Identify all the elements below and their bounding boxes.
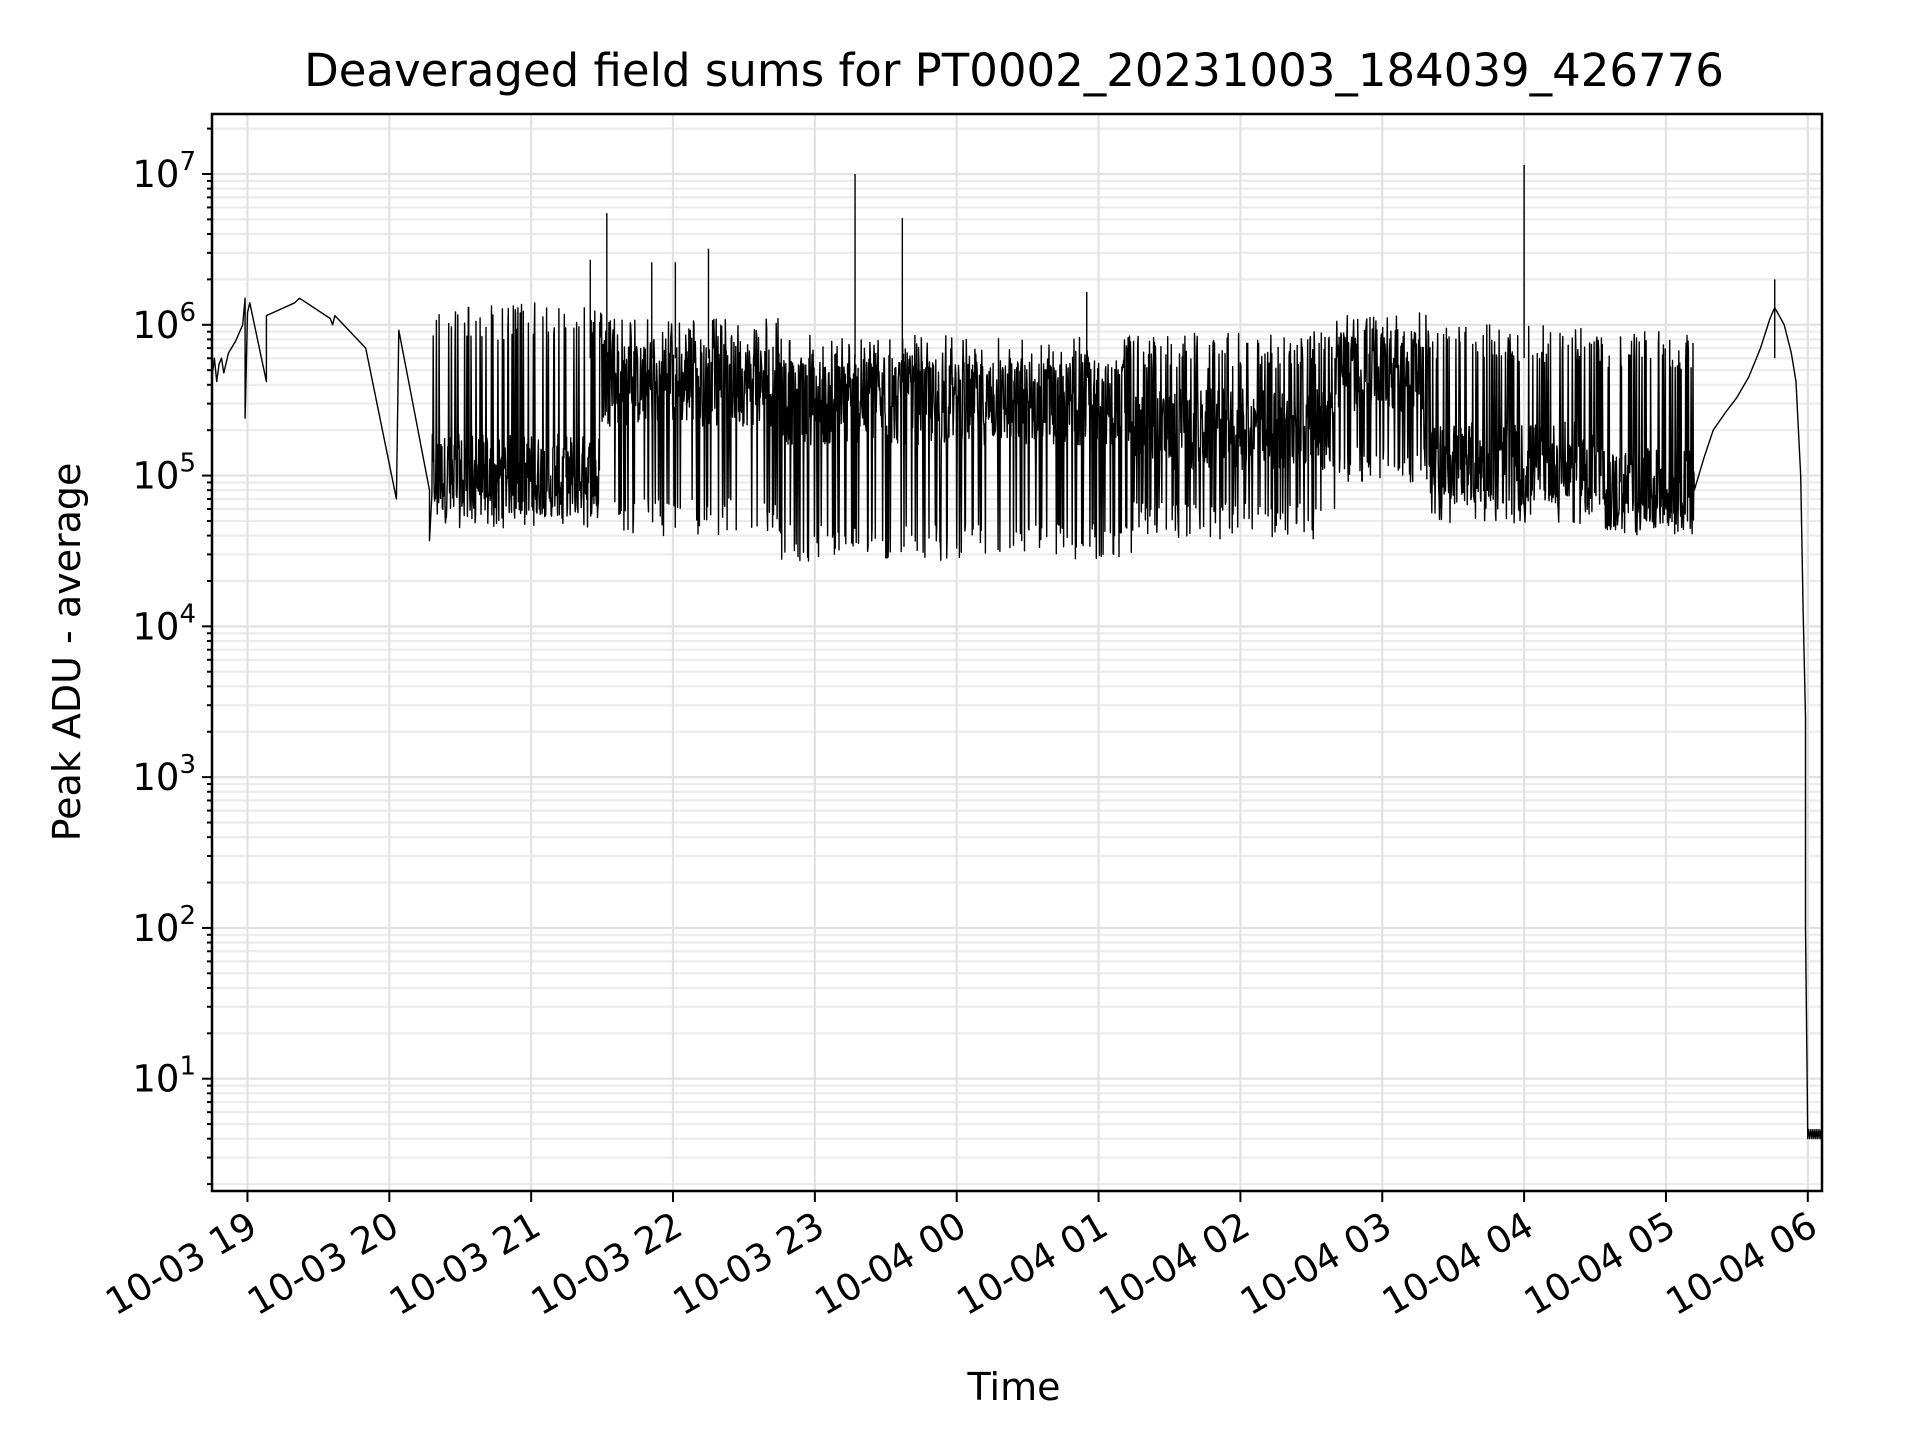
series-line [211, 297, 1823, 1140]
x-tick-label: 10-03 23 [666, 1204, 832, 1324]
x-tick-label: 10-04 04 [1375, 1204, 1541, 1324]
y-tick-label: 107 [132, 147, 196, 196]
chart-title: Deaveraged field sums for PT0002_2023100… [304, 44, 1724, 97]
x-tick-label: 10-03 21 [382, 1204, 548, 1324]
x-tick-label: 10-03 20 [240, 1204, 406, 1324]
y-tick-label: 103 [132, 750, 196, 799]
y-tick-label: 104 [132, 599, 196, 648]
x-tick-label: 10-04 00 [808, 1204, 974, 1324]
y-tick-label: 105 [132, 449, 196, 498]
plot-frame [210, 112, 1824, 1193]
y-tick-label: 106 [132, 298, 196, 347]
x-tick-label: 10-04 03 [1233, 1204, 1399, 1324]
y-tick-label: 101 [132, 1052, 196, 1101]
x-tick-label: 10-04 05 [1517, 1204, 1683, 1324]
x-axis-label: Time [967, 1365, 1061, 1409]
series-group [211, 164, 1823, 1140]
x-tick-label: 10-04 01 [949, 1204, 1115, 1324]
x-tick-label: 10-03 19 [98, 1204, 264, 1324]
x-tick-label: 10-04 02 [1091, 1204, 1257, 1324]
x-tick-label: 10-04 06 [1659, 1204, 1825, 1324]
y-axis-label: Peak ADU - average [45, 463, 89, 842]
grid [212, 114, 1822, 1191]
x-tick-label: 10-03 22 [524, 1204, 690, 1324]
y-tick-label: 102 [132, 901, 196, 950]
